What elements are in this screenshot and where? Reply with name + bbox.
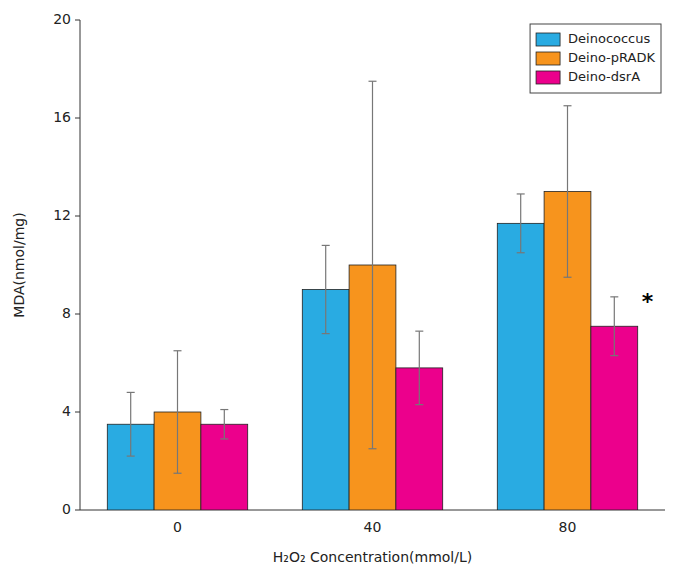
y-tick: [75, 510, 80, 511]
error-line: [177, 351, 178, 474]
error-cap: [610, 355, 618, 356]
bar: [497, 223, 544, 510]
error-bar: [174, 351, 182, 474]
legend: Deinococcus Deino-pRADK Deino-dsrA: [530, 24, 661, 93]
y-tick-label: 0: [62, 501, 71, 517]
x-tick-label: 80: [559, 519, 577, 535]
error-cap: [220, 409, 228, 410]
error-cap: [127, 392, 135, 393]
y-tick: [75, 412, 80, 413]
y-tick: [75, 314, 80, 315]
y-tick-label: 12: [53, 207, 71, 223]
error-bar: [220, 410, 228, 439]
error-cap: [322, 333, 330, 334]
legend-label: Deinococcus: [568, 31, 650, 46]
error-cap: [415, 404, 423, 405]
error-line: [130, 392, 131, 456]
y-tick: [75, 20, 80, 21]
error-cap: [564, 105, 572, 106]
y-tick-label: 20: [53, 11, 71, 27]
plot-area: [107, 81, 637, 510]
error-cap: [174, 350, 182, 351]
y-tick: [75, 216, 80, 217]
error-cap: [517, 193, 525, 194]
error-line: [520, 194, 521, 253]
error-cap: [127, 456, 135, 457]
y-tick-label: 8: [62, 305, 71, 321]
error-bar: [369, 81, 377, 449]
error-line: [325, 245, 326, 333]
legend-label: Deino-dsrA: [568, 69, 640, 84]
y-axis-label: MDA(nmol/mg): [11, 212, 27, 317]
error-bar: [564, 106, 572, 278]
error-cap: [517, 252, 525, 253]
y-axis: 0 4 8 12 16 20: [53, 11, 80, 517]
error-line: [224, 410, 225, 439]
x-tick-label: 0: [173, 519, 182, 535]
error-cap: [322, 245, 330, 246]
error-line: [372, 81, 373, 449]
error-line: [567, 106, 568, 278]
error-line: [614, 297, 615, 356]
error-bar: [610, 297, 618, 356]
legend-swatch: [536, 71, 560, 84]
error-bar: [322, 245, 330, 333]
error-cap: [610, 296, 618, 297]
annotation: *: [642, 289, 654, 314]
error-cap: [220, 438, 228, 439]
error-bar: [415, 331, 423, 405]
y-tick-label: 4: [62, 403, 71, 419]
error-cap: [369, 81, 377, 82]
x-tick-label: 40: [364, 519, 382, 535]
y-axis-line: [80, 20, 81, 510]
y-tick-label: 16: [53, 109, 71, 125]
y-tick: [75, 118, 80, 119]
error-cap: [369, 448, 377, 449]
legend-swatch: [536, 52, 560, 65]
legend-swatch: [536, 33, 560, 46]
error-bar: [517, 194, 525, 253]
error-cap: [174, 473, 182, 474]
legend-label: Deino-pRADK: [568, 50, 655, 65]
legend-frame: [530, 24, 661, 93]
chart: 0 4 8 12 16 20 0 40 80 H₂O₂ Concentration(mmol/L)…: [0, 0, 685, 580]
error-line: [419, 331, 420, 405]
x-axis-label: H₂O₂ Concentration(mmol/L): [273, 549, 472, 565]
error-cap: [415, 331, 423, 332]
error-bar: [127, 392, 135, 456]
error-cap: [564, 277, 572, 278]
